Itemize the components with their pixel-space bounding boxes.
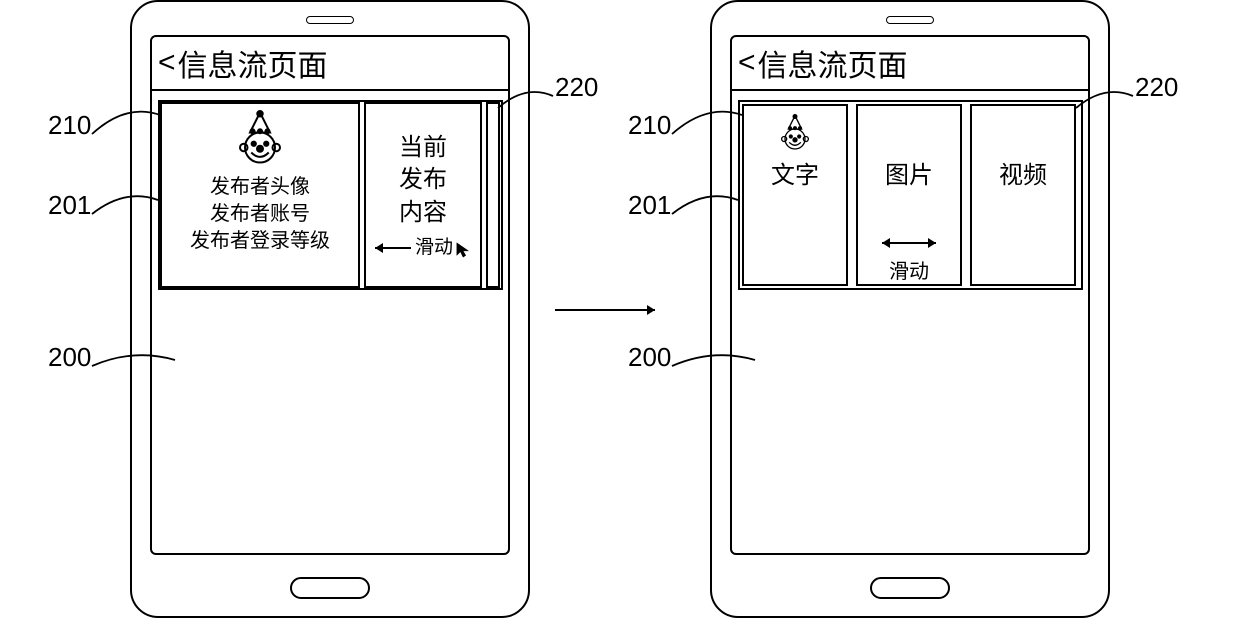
diagram-canvas: <信息流页面发布者头像发布者账号发布者登录等级当前发布内容滑动<信息流页面文字图… xyxy=(0,0,1240,641)
callout-leader xyxy=(0,0,1240,641)
